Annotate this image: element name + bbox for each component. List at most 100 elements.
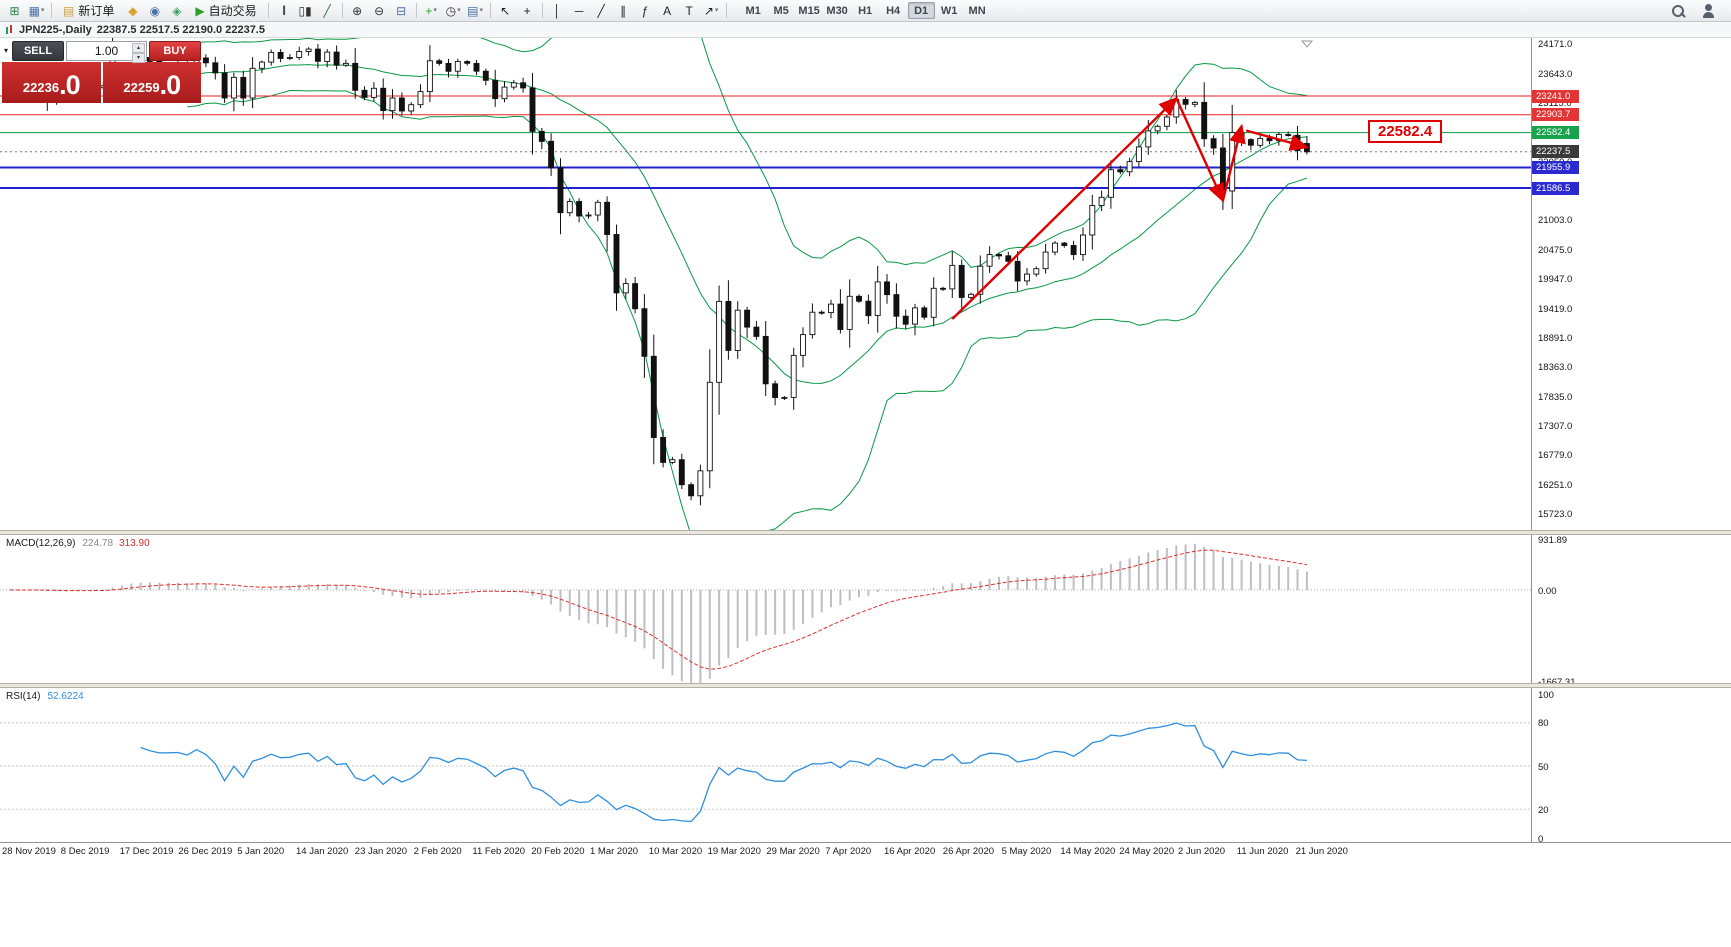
collapse-panel-icon[interactable]: ▾ (3, 46, 8, 55)
horizontal-line-icon[interactable]: ─ (569, 2, 590, 20)
vertical-line-icon[interactable]: │ (547, 2, 568, 20)
toolbar-separator (415, 3, 417, 18)
label-tool-icon[interactable]: T (679, 2, 700, 20)
time-axis-label: 26 Apr 2020 (942, 846, 995, 857)
candlestick-mode-icon[interactable]: ▯▮ (295, 2, 316, 20)
new-order-button[interactable]: ▤ 新订单 (56, 2, 121, 20)
buy-price-display[interactable]: 22259.0 (102, 62, 201, 103)
price-tick: 17307.0 (1538, 420, 1573, 432)
trend-arrow-3[interactable] (1221, 123, 1246, 201)
lot-increase-button[interactable]: ▴ (132, 42, 145, 53)
macd-panel[interactable] (0, 535, 1531, 683)
rsi-value: 52.6224 (47, 691, 84, 702)
candlestick-mode-glyph: ▯▮ (298, 3, 312, 18)
lot-size-field[interactable]: 1.00 ▴ ▾ (66, 40, 147, 63)
timeframe-h1-button[interactable]: H1 (858, 4, 873, 17)
macd-signal-value: 313.90 (119, 538, 150, 549)
macd-scale-label: -1667.31 (1538, 677, 1576, 688)
time-axis-label: 8 Dec 2019 (60, 846, 110, 857)
trend-arrow-2[interactable] (1175, 97, 1224, 203)
templates-glyph: ▤ (467, 3, 479, 18)
timeframe-mn-button[interactable]: MN (968, 4, 986, 17)
time-axis-label: 2 Jun 2020 (1178, 846, 1226, 857)
time-axis-label: 14 May 2020 (1060, 846, 1116, 857)
price-label-annotation[interactable]: 22582.4 (1368, 120, 1443, 143)
zoom-out-icon[interactable]: ⊖ (369, 2, 390, 20)
trade-panel-prices: 22236.0 22259.0 (2, 62, 201, 103)
metaeditor-icon[interactable]: ◆ (122, 2, 143, 20)
text-tool-icon[interactable]: A (657, 2, 678, 20)
sell-button[interactable]: SELL (12, 40, 64, 61)
timeframe-m5-button[interactable]: M5 (773, 4, 789, 17)
buy-button[interactable]: BUY (149, 40, 201, 61)
timeframe-d1-button[interactable]: D1 (907, 2, 935, 19)
lot-spinner: ▴ ▾ (132, 42, 145, 63)
sell-price-display[interactable]: 22236.0 (2, 62, 101, 103)
toolbar-separator (341, 3, 343, 18)
lot-decrease-button[interactable]: ▾ (132, 52, 145, 63)
arrows-tool-icon[interactable]: ↗ ▾ (701, 2, 722, 20)
trend-arrow-1[interactable] (951, 96, 1179, 320)
equidistant-channel-icon[interactable]: ∥ (613, 2, 634, 20)
periods-glyph: ◷ (445, 3, 457, 18)
bar-chart-mode-icon[interactable]: ||| (273, 2, 294, 20)
rsi-scale-label: 20 (1538, 804, 1549, 816)
equidistant-channel-glyph: ∥ (620, 3, 627, 18)
price-tick: 16251.0 (1538, 479, 1573, 491)
trade-panel-controls: ▾ SELL 1.00 ▴ ▾ BUY (2, 40, 201, 63)
dropdown-caret-icon: ▾ (479, 7, 484, 14)
price-tick: 19419.0 (1538, 303, 1573, 315)
rsi-panel[interactable] (0, 688, 1531, 842)
price-tag-22582.4: 22582.4 (1532, 126, 1579, 140)
community-icon[interactable] (1699, 2, 1717, 20)
toolbar: ⊞ ▦ ▾ ▤ 新订单 ◆ ◉ ◈ ▶ 自动交易 ||| ▯▮ ╱ ⊕ ⊖ ⊟ + ▾ ◷ ▾ ▤ ▾ ↖ + │ ─ ╱ ∥ ƒ A T ↗… (0, 0, 1731, 22)
bollinger-middle-band (187, 64, 1307, 384)
price-tick: 24171.0 (1538, 39, 1573, 51)
lot-size-value: 1.00 (94, 43, 119, 58)
timeframe-m1-button[interactable]: M1 (745, 4, 761, 17)
templates-icon[interactable]: ▤ ▾ (465, 2, 486, 20)
rsi-name: RSI(14) (6, 691, 41, 702)
search-icon[interactable] (1669, 2, 1687, 20)
options-icon[interactable]: ◉ (144, 2, 165, 20)
time-axis[interactable]: 28 Nov 2019 8 Dec 2019 17 Dec 2019 26 Dec 2… (0, 842, 1731, 860)
trendline-icon[interactable]: ╱ (591, 2, 612, 20)
chart-window: 24171.023643.023115.022587.022059.021531… (0, 38, 1731, 947)
timeframe-m30-button[interactable]: M30 (826, 4, 848, 17)
indicators-icon[interactable]: + ▾ (421, 2, 442, 20)
periods-icon[interactable]: ◷ ▾ (443, 2, 464, 20)
panel-resize-handle[interactable] (0, 530, 1731, 535)
indicators-glyph: + (425, 3, 433, 18)
new-chart-icon[interactable]: ⊞ (4, 2, 25, 20)
time-axis-label: 5 May 2020 (1001, 846, 1052, 857)
timeframe-w1-button[interactable]: W1 (940, 4, 958, 17)
trend-arrow-4[interactable] (1245, 129, 1310, 151)
cursor-icon[interactable]: ↖ (495, 2, 516, 20)
sell-price-pips: .0 (59, 70, 81, 100)
candlesticks (7, 38, 1310, 506)
macd-name: MACD(12,26,9) (6, 538, 76, 549)
time-axis-label: 5 Jan 2020 (237, 846, 285, 857)
market-icon[interactable]: ◈ (166, 2, 187, 20)
rsi-scale-label: 0 (1538, 833, 1544, 845)
price-tag-21955.9: 21955.9 (1532, 161, 1579, 174)
line-chart-mode-icon[interactable]: ╱ (317, 2, 338, 20)
chart-shift-marker[interactable] (1300, 40, 1314, 48)
tile-windows-icon[interactable]: ⊟ (391, 2, 412, 20)
timeframe-m15-button[interactable]: M15 (798, 4, 820, 17)
panel-resize-handle[interactable] (0, 683, 1731, 688)
zoom-in-icon[interactable]: ⊕ (347, 2, 368, 20)
autotrading-button[interactable]: ▶ 自动交易 (188, 2, 263, 20)
profiles-icon[interactable]: ▦ ▾ (26, 2, 47, 20)
main-chart[interactable] (0, 38, 1531, 530)
price-tag-22237.5: 22237.5 (1532, 145, 1579, 159)
crosshair-icon[interactable]: + (517, 2, 538, 20)
time-axis-label: 19 Mar 2020 (707, 846, 761, 857)
timeframe-h4-button[interactable]: H4 (886, 4, 901, 17)
price-axis[interactable]: 24171.023643.023115.022587.022059.021531… (1531, 38, 1731, 530)
price-tick: 18891.0 (1538, 332, 1573, 344)
time-axis-label: 2 Feb 2020 (413, 846, 462, 857)
fibonacci-icon[interactable]: ƒ (635, 2, 656, 20)
timeframe-toolbar: M1 M5 M15 M30 H1 H4 D1 W1 MN (740, 2, 991, 19)
